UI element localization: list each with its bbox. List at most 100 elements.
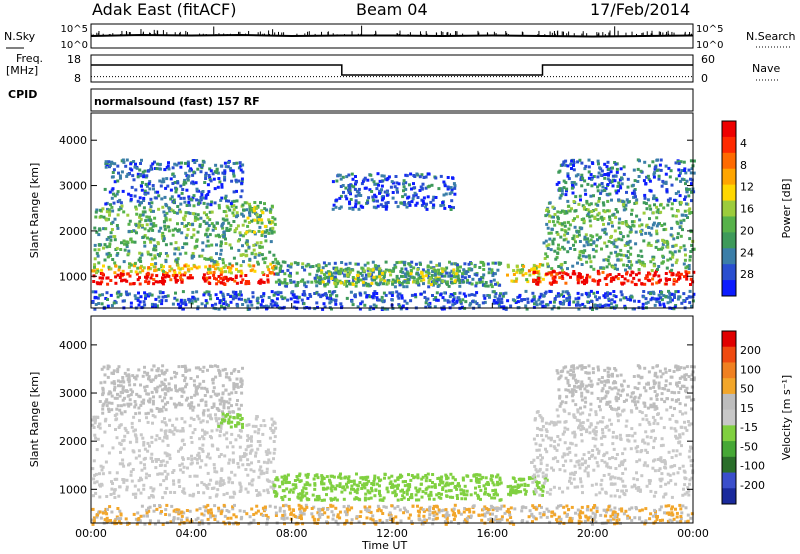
power-cell: [254, 243, 258, 247]
power-cell: [354, 194, 358, 198]
power-cell: [434, 276, 438, 280]
velocity-cell: [143, 389, 147, 393]
power-cell: [403, 193, 407, 197]
power-cell: [190, 235, 194, 239]
power-cell: [255, 241, 259, 245]
power-cell: [211, 172, 215, 176]
power-cell: [121, 272, 125, 276]
power-cell: [229, 271, 233, 275]
velocity-cell: [212, 386, 216, 390]
velocity-cell: [266, 488, 270, 492]
velocity-cell: [142, 398, 146, 402]
power-cell: [234, 178, 238, 182]
velocity-cell: [330, 498, 333, 502]
velocity-cell: [237, 407, 241, 411]
power-cell: [184, 171, 188, 175]
power-cell: [412, 276, 416, 280]
power-cell: [573, 225, 577, 229]
power-cell: [241, 244, 244, 248]
power-cell: [384, 268, 388, 272]
velocity-cell: [99, 381, 103, 385]
power-cell: [452, 268, 456, 272]
power-cell: [611, 213, 615, 217]
power-cell: [687, 209, 691, 213]
power-cell: [373, 278, 376, 282]
velocity-cell: [360, 476, 364, 480]
velocity-cell: [150, 368, 154, 372]
power-cell: [176, 302, 180, 306]
power-cell: [240, 181, 244, 185]
velocity-cell: [314, 498, 317, 502]
power-cell: [246, 224, 250, 228]
velocity-cell: [133, 405, 137, 409]
power-cell: [207, 190, 211, 194]
power-cell: [670, 183, 674, 187]
velocity-cell: [374, 488, 378, 492]
power-cell: [473, 293, 477, 297]
power-cell: [675, 258, 679, 262]
power-cell: [395, 274, 399, 278]
velocity-cell: [378, 484, 381, 488]
velocity-cell: [247, 436, 251, 440]
velocity-cell: [499, 481, 503, 485]
velocity-cell: [232, 387, 236, 391]
power-cell: [287, 274, 291, 278]
velocity-cell: [173, 375, 177, 379]
power-cell: [126, 213, 130, 217]
power-cell: [174, 291, 177, 295]
velocity-cell: [112, 380, 116, 384]
power-cell: [580, 293, 584, 297]
noise-line: [90, 33, 694, 38]
power-cell: [566, 164, 570, 168]
power-cell: [213, 260, 216, 264]
power-cell: [109, 238, 113, 242]
power-cell: [116, 252, 120, 255]
power-cell: [581, 254, 585, 258]
power-cell: [134, 205, 138, 209]
velocity-cell: [427, 485, 431, 489]
power-cell: [664, 272, 668, 275]
velocity-cell: [303, 483, 307, 487]
power-cell: [218, 299, 222, 303]
velocity-cell: [274, 426, 278, 430]
power-cell: [443, 291, 447, 295]
power-cell: [98, 208, 102, 212]
power-cell: [426, 265, 430, 269]
power-cell: [662, 181, 666, 185]
power-cell: [96, 254, 100, 258]
velocity-cell: [165, 486, 169, 490]
velocity-cell: [188, 368, 192, 372]
power-cell: [454, 272, 458, 276]
power-cell: [201, 190, 205, 193]
power-cell: [324, 292, 328, 296]
velocity-cell: [231, 495, 235, 499]
power-cell: [348, 186, 352, 190]
velocity-cell: [221, 392, 225, 396]
power-cell: [688, 289, 692, 293]
power-cell: [212, 262, 216, 266]
velocity-cell: [173, 428, 177, 432]
velocity-cell: [123, 396, 126, 400]
power-cell: [390, 180, 394, 184]
velocity-cell: [418, 487, 422, 491]
velocity-cell: [125, 485, 129, 489]
power-cell: [257, 229, 261, 233]
power-cell: [342, 190, 345, 194]
power-cell: [191, 290, 195, 294]
power-cell: [149, 222, 153, 226]
power-cell: [614, 238, 618, 242]
power-cell: [359, 278, 363, 282]
power-cell: [563, 261, 567, 264]
velocity-cell: [404, 480, 407, 483]
velocity-cell: [160, 472, 164, 476]
power-cell: [380, 179, 384, 183]
power-cell: [381, 196, 385, 200]
velocity-cell: [107, 365, 111, 369]
power-cell: [247, 297, 251, 301]
velocity-cell: [432, 497, 436, 501]
power-cell: [127, 251, 131, 255]
power-cell: [279, 291, 283, 295]
power-cell: [186, 264, 190, 268]
velocity-cell: [391, 491, 395, 495]
power-cell: [232, 214, 236, 218]
